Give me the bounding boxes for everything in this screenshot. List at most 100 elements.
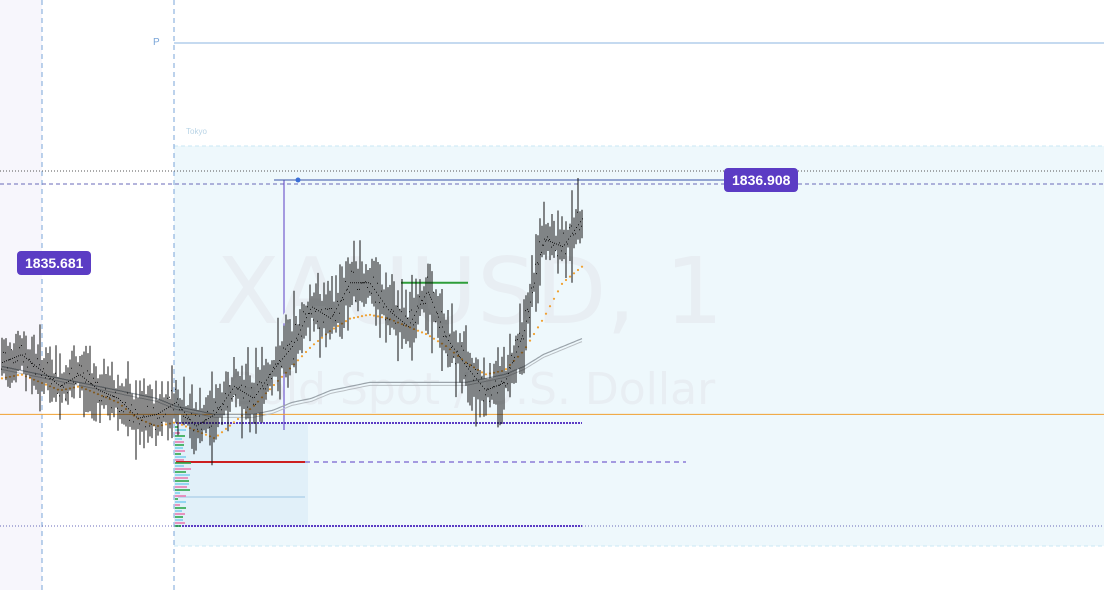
candle	[321, 300, 323, 337]
candle	[221, 392, 223, 425]
candle	[295, 316, 297, 374]
candle	[265, 358, 267, 400]
ma-fast-point	[560, 282, 564, 285]
candle	[163, 397, 165, 422]
candle	[195, 402, 197, 451]
candle	[317, 272, 319, 330]
volume-bar	[175, 450, 185, 452]
ma-fast-point	[344, 320, 348, 323]
candle	[191, 384, 193, 449]
candle	[385, 272, 387, 343]
candle	[547, 222, 549, 251]
ma-fast-point	[376, 315, 380, 318]
ma-fast-point	[436, 340, 440, 343]
volume-bar	[175, 477, 188, 479]
candle	[363, 273, 365, 307]
candle	[437, 296, 439, 338]
candle	[249, 375, 251, 433]
candle	[17, 330, 19, 372]
candle	[231, 377, 233, 402]
candle	[305, 305, 307, 336]
candle	[31, 336, 33, 395]
candle	[199, 387, 201, 444]
volume-bar	[175, 480, 189, 482]
candle	[121, 383, 123, 424]
candle	[99, 374, 101, 423]
candle	[511, 352, 513, 384]
candle	[45, 347, 47, 384]
candle	[491, 377, 493, 400]
candle	[119, 385, 121, 420]
ma-fast-point	[296, 359, 300, 362]
candle	[53, 373, 55, 398]
candle	[557, 210, 559, 274]
measure-handle[interactable]	[295, 177, 301, 183]
candle	[389, 284, 391, 335]
candle	[399, 308, 401, 333]
candle	[379, 264, 381, 338]
candle	[39, 324, 41, 412]
candle	[479, 370, 481, 418]
candle	[451, 303, 453, 363]
candle	[87, 353, 89, 413]
candle	[371, 258, 373, 304]
candle	[203, 404, 205, 431]
ma-fast-point	[76, 385, 80, 388]
candle	[285, 314, 287, 378]
candle	[345, 261, 347, 306]
candle	[235, 368, 237, 408]
candle	[3, 339, 5, 374]
candle	[533, 272, 535, 292]
volume-bar	[175, 492, 180, 494]
ma-fast-point	[544, 312, 548, 315]
price-tag-high[interactable]: 1836.908	[724, 168, 799, 192]
candle	[301, 302, 303, 354]
candle	[91, 373, 93, 419]
candle	[193, 408, 195, 455]
candle	[469, 352, 471, 406]
candle	[211, 371, 213, 466]
candle	[269, 364, 271, 387]
ma-fast-point	[380, 316, 384, 319]
candle	[567, 229, 569, 248]
ma-fast-point	[224, 427, 228, 430]
volume-bar	[175, 456, 186, 458]
candle	[505, 370, 507, 389]
candle	[135, 380, 137, 460]
candle	[573, 217, 575, 249]
candle	[383, 289, 385, 316]
candle	[423, 286, 425, 313]
candle	[165, 394, 167, 423]
candle	[27, 349, 29, 375]
candle	[381, 284, 383, 315]
candle	[51, 359, 53, 402]
ma-fast-point	[172, 421, 176, 424]
volume-bar	[175, 438, 182, 440]
candle	[553, 220, 555, 258]
candle	[503, 346, 505, 410]
candle	[537, 235, 539, 304]
volume-bar	[175, 516, 183, 518]
candle	[499, 366, 501, 426]
candle	[93, 363, 95, 421]
candle	[81, 354, 83, 391]
candle	[329, 290, 331, 340]
candle	[217, 388, 219, 428]
ma-fast-point	[372, 314, 376, 317]
candle	[441, 289, 443, 371]
candle	[261, 346, 263, 423]
candle	[471, 357, 473, 411]
candle	[173, 393, 175, 419]
candle	[461, 342, 463, 394]
candle	[15, 333, 17, 383]
candle	[543, 201, 545, 255]
candle	[497, 347, 499, 428]
candle	[551, 214, 553, 256]
price-tag-left[interactable]: 1835.681	[17, 251, 92, 275]
volume-bar	[175, 426, 178, 428]
candle	[323, 282, 325, 329]
ma-fast-point	[164, 423, 168, 426]
candle	[113, 380, 115, 418]
